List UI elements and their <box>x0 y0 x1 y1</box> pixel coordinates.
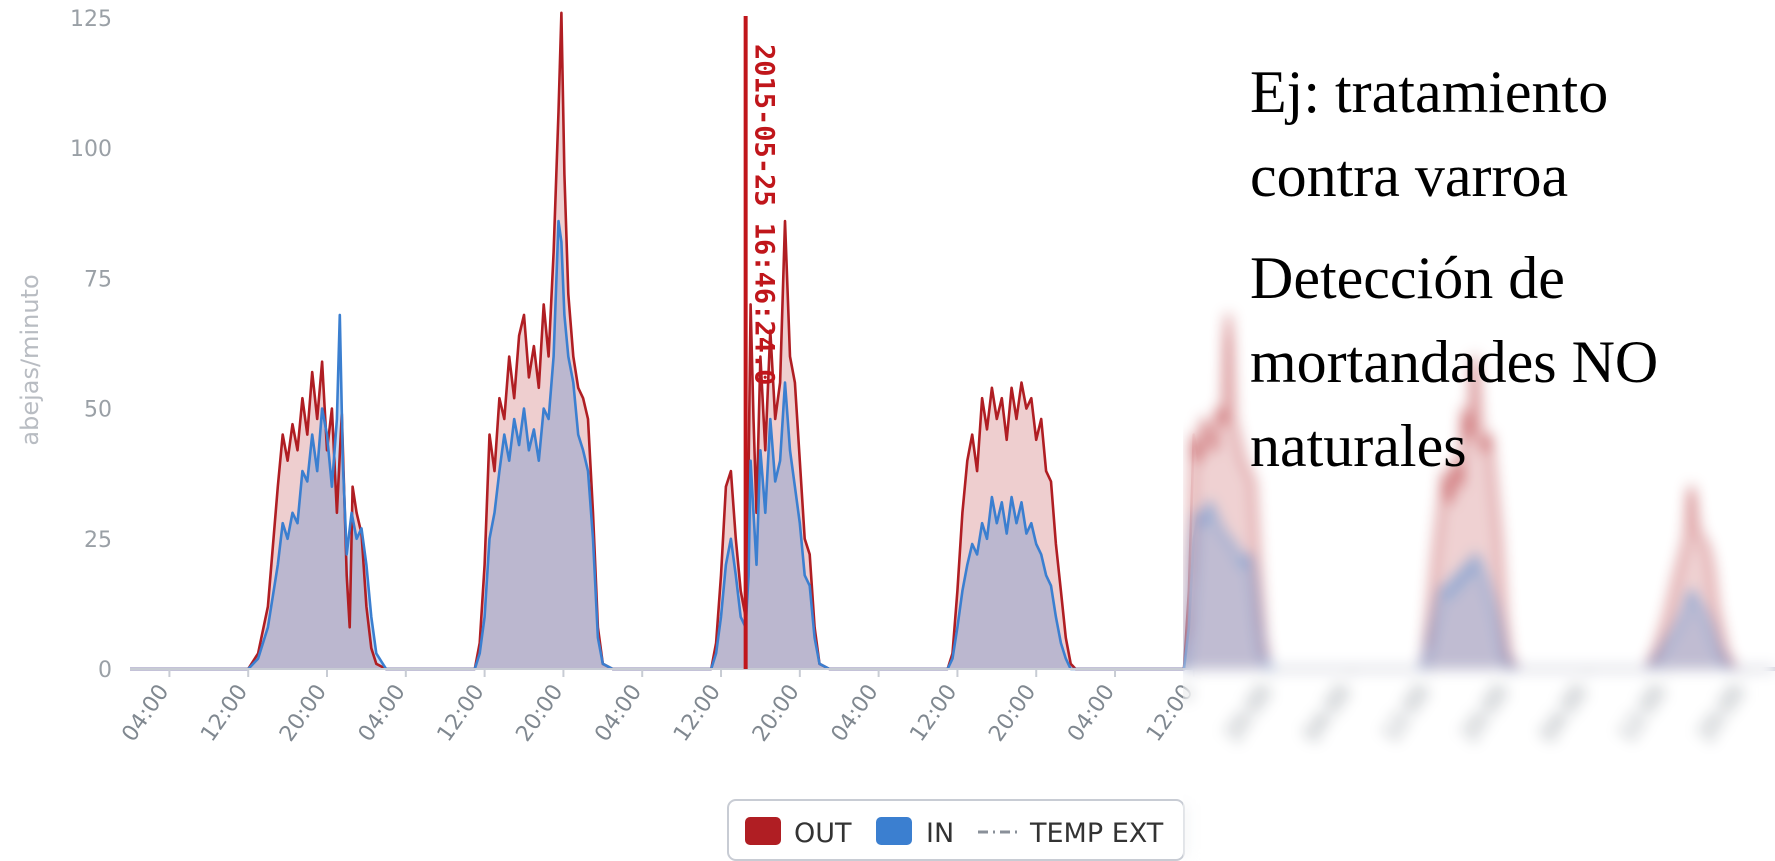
y-tick-label: 25 <box>84 528 112 553</box>
x-tick-label: 20:00 <box>984 680 1041 746</box>
time-marker: 2015-05-25 16:46:24.0 <box>743 16 780 669</box>
x-tick-label: 12:00 <box>433 680 490 746</box>
y-axis-title: abejas/minuto <box>16 274 44 445</box>
legend-label-in[interactable]: IN <box>926 818 954 849</box>
x-tick-label: 04:00 <box>117 680 174 746</box>
legend[interactable]: OUT IN TEMP EXT <box>727 799 1185 861</box>
annotation-paragraph-1: Ej: tratamiento contra varroa <box>1250 59 1609 209</box>
series-area-group <box>130 12 1775 670</box>
x-tick-label: 12:00 <box>196 680 253 746</box>
legend-label-out[interactable]: OUT <box>794 818 852 849</box>
y-tick-label: 50 <box>84 398 112 423</box>
x-tick-label: 12:00 <box>905 680 962 746</box>
legend-label-temp-ext[interactable]: TEMP EXT <box>1029 818 1164 849</box>
blurred-region <box>1183 0 1775 861</box>
time-marker-label: 2015-05-25 16:46:24.0 <box>749 44 780 385</box>
y-tick-label: 125 <box>70 7 112 32</box>
legend-swatch-out[interactable] <box>745 817 781 845</box>
legend-swatch-in[interactable] <box>876 817 912 845</box>
x-tick-label: 20:00 <box>511 680 568 746</box>
x-tick-label: 04:00 <box>590 680 647 746</box>
annotation-paragraph-2: Detección de mortandades NO naturales <box>1250 245 1659 479</box>
y-axis: 0 25 50 75 100 125 <box>70 7 112 683</box>
y-tick-label: 0 <box>98 658 112 683</box>
annotation-text: Ej: tratamiento contra varroa Detección … <box>1250 50 1770 506</box>
series-area-in <box>130 221 1775 669</box>
x-tick-label: 04:00 <box>1063 680 1120 746</box>
x-tick-label: 20:00 <box>748 680 805 746</box>
x-tick-label: 20:00 <box>275 680 332 746</box>
y-tick-label: 100 <box>70 137 112 162</box>
series-area-out <box>130 12 1775 670</box>
x-tick-label: 04:00 <box>354 680 411 746</box>
x-tick-label: 04:00 <box>827 680 884 746</box>
x-tick-label: 12:00 <box>669 680 726 746</box>
y-tick-label: 75 <box>84 267 112 292</box>
